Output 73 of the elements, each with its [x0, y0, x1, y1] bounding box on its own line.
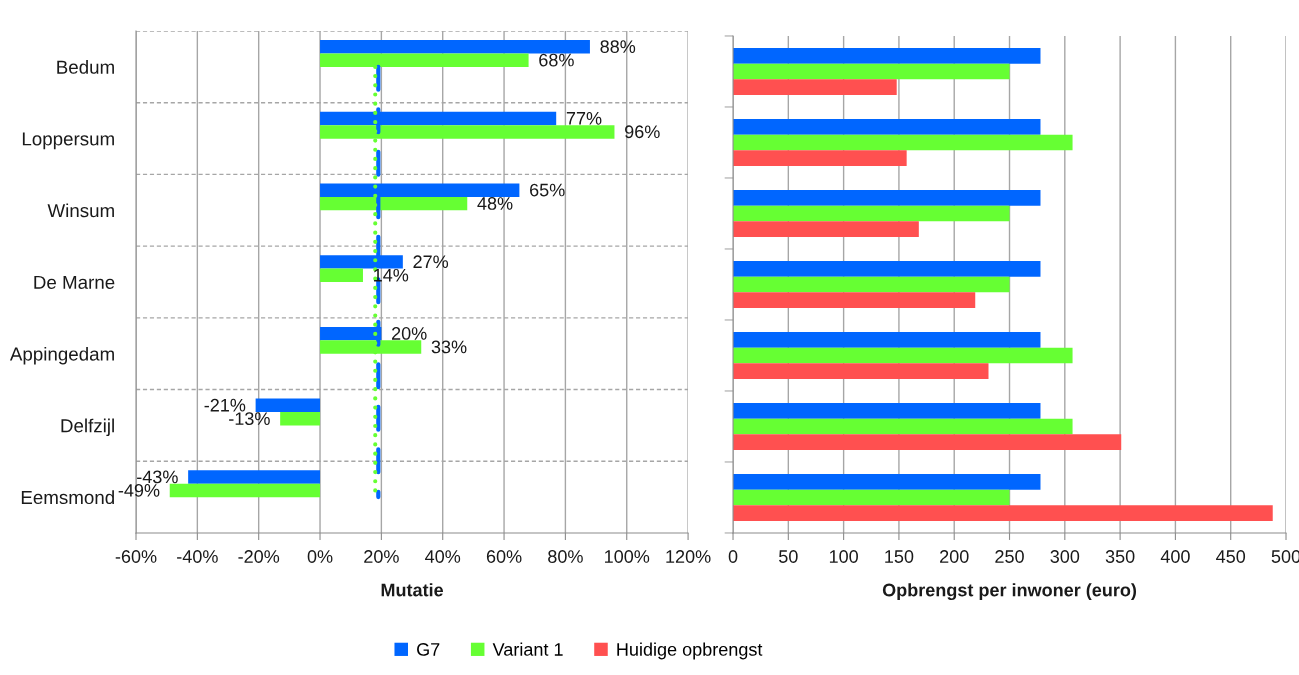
bar	[733, 48, 1041, 64]
x-tick-label: 0	[728, 550, 738, 563]
bar	[733, 489, 1010, 506]
x-tick-label: 80%	[548, 550, 583, 563]
x-tick-label: 120%	[666, 550, 711, 563]
y-tick-label: Bedum	[57, 60, 114, 74]
y-tick-label: Delfzijl	[61, 418, 114, 437]
data-label: -21%	[204, 398, 246, 412]
x-tick-label: 300	[1050, 550, 1080, 563]
x-tick-label: 200	[940, 550, 969, 563]
bar	[733, 221, 919, 237]
bar	[320, 268, 363, 283]
bar	[255, 398, 321, 413]
x-tick-label: 50	[779, 550, 798, 563]
x-tick-label: 100	[829, 550, 858, 563]
x-tick-label: 0%	[307, 550, 333, 563]
x-tick-label: 60%	[486, 550, 522, 563]
data-label: 33%	[431, 340, 467, 354]
y-tick-label: Appingedam	[9, 346, 114, 365]
y-tick-label: Loppersum	[22, 132, 114, 150]
bar	[733, 79, 897, 95]
bar	[733, 418, 1073, 435]
x-axis-title: Mutatie	[381, 583, 444, 597]
data-label: -13%	[229, 412, 270, 426]
data-label: 77%	[566, 112, 602, 125]
bar	[733, 276, 1010, 293]
data-label: 20%	[392, 327, 427, 340]
x-tick-label: 40%	[425, 550, 461, 563]
data-label: -49%	[118, 483, 160, 497]
x-tick-label: 400	[1160, 550, 1190, 563]
bar	[733, 434, 1122, 450]
legend-label: Variant 1	[492, 642, 563, 656]
bar	[733, 347, 1073, 364]
y-tick-label: De Marne	[34, 275, 115, 289]
bar	[733, 403, 1041, 419]
data-label: 27%	[413, 255, 449, 269]
x-tick-label: 350	[1105, 550, 1135, 563]
x-tick-label: -20%	[238, 550, 280, 563]
data-label: 48%	[477, 197, 513, 210]
x-axis-title: Opbrengst per inwoner (euro)	[882, 583, 1137, 601]
bar	[733, 150, 907, 166]
bar	[733, 474, 1041, 490]
y-tick-label: Eemsmond	[21, 490, 114, 505]
x-tick-label: 150	[885, 550, 914, 563]
legend-label: G7	[417, 643, 440, 656]
bar	[169, 483, 321, 498]
data-label: 65%	[530, 183, 565, 197]
data-label: 14%	[374, 268, 409, 282]
y-tick-label: Winsum	[47, 203, 114, 218]
x-tick-label: 250	[995, 550, 1024, 563]
bar	[188, 470, 321, 484]
x-tick-label: 20%	[364, 550, 399, 563]
bar	[733, 205, 1010, 222]
data-label: 68%	[539, 53, 574, 67]
bar	[733, 63, 1010, 80]
bar	[320, 40, 590, 54]
legend-label: Huidige opbrengst	[617, 642, 763, 660]
bar	[733, 134, 1073, 151]
data-label: 88%	[600, 40, 636, 53]
bar	[733, 261, 1041, 277]
bar	[733, 332, 1041, 348]
x-tick-label: 100%	[605, 550, 650, 563]
data-label: 96%	[625, 125, 660, 139]
data-label: -43%	[137, 470, 178, 484]
bar	[733, 190, 1041, 206]
bar	[733, 363, 989, 379]
x-tick-label: -60%	[115, 550, 157, 563]
x-tick-label: -40%	[177, 550, 218, 563]
bar	[280, 412, 321, 426]
bar	[733, 505, 1273, 521]
bar	[733, 119, 1041, 135]
bar	[733, 292, 976, 308]
x-tick-label: 450	[1216, 550, 1246, 563]
